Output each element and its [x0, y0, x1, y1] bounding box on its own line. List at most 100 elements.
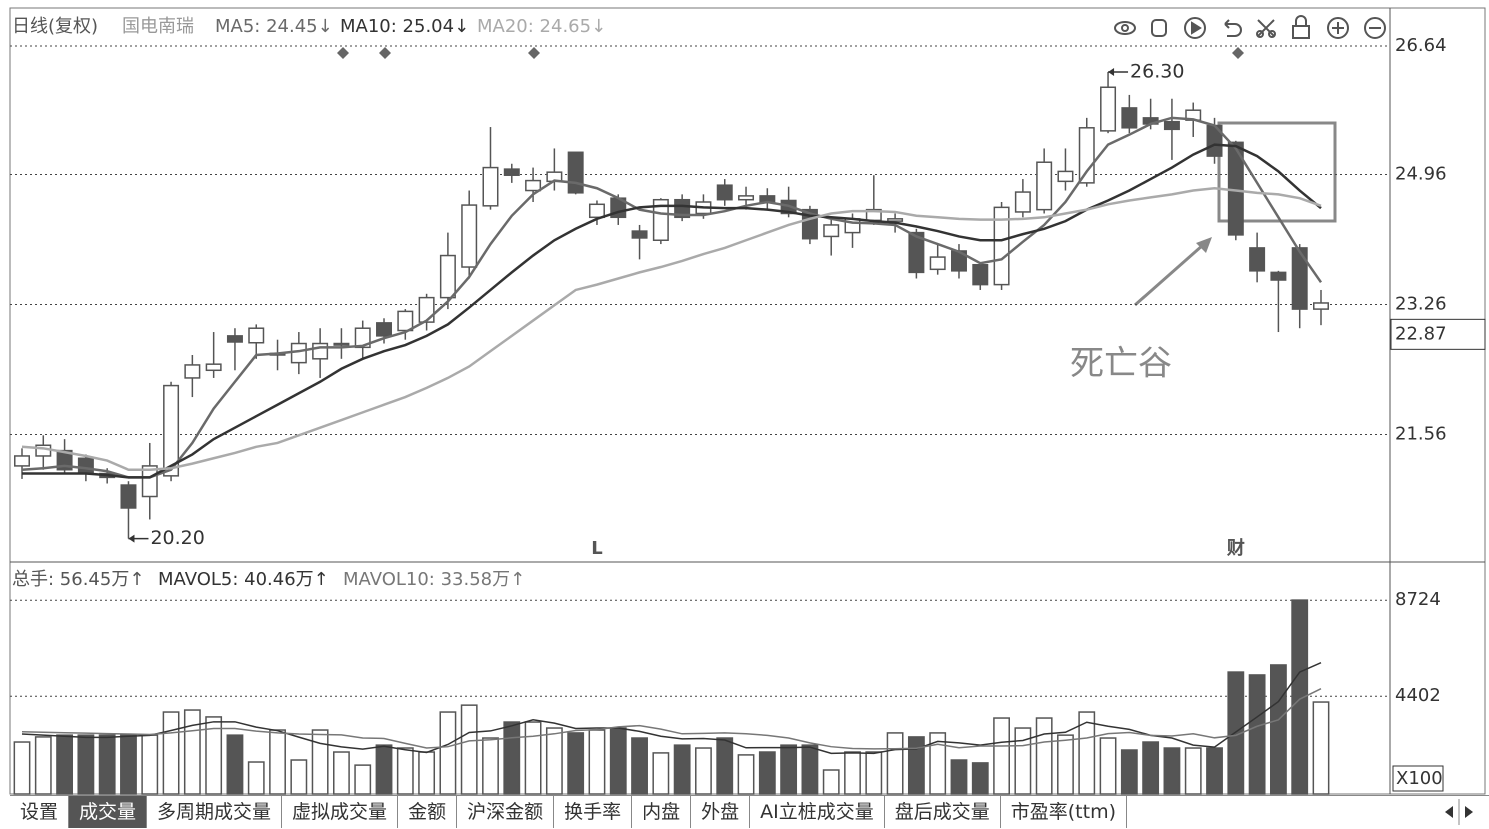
volume-bar	[801, 744, 819, 795]
tab[interactable]: 金额	[398, 796, 458, 828]
candle-body	[674, 198, 691, 219]
candle-body	[141, 465, 158, 498]
volume-bar	[34, 736, 52, 795]
tab[interactable]: AI立桩成交量	[750, 796, 885, 828]
volume-bar	[950, 759, 968, 795]
legend-entry: MA20: 24.65↓	[477, 16, 606, 37]
volume-bar	[588, 729, 606, 795]
event-markers	[337, 47, 1244, 59]
annotation: 死亡谷	[1070, 344, 1172, 384]
volume-bar	[907, 736, 925, 795]
volume-bar	[993, 717, 1010, 795]
legend-entry: MA10: 25.04↓	[340, 16, 469, 37]
volume-bar	[141, 734, 159, 795]
candle-body	[972, 263, 989, 286]
tab[interactable]: 外盘	[691, 796, 751, 828]
y-tick-label: 26.64	[1395, 35, 1447, 56]
tab[interactable]: 虚拟成交量	[282, 796, 399, 828]
candle-body	[1313, 302, 1329, 310]
volume-bar	[354, 764, 372, 795]
volume-bar	[844, 751, 861, 795]
scroll-buttons[interactable]	[1429, 795, 1489, 829]
tab[interactable]: 多周期成交量	[147, 796, 283, 828]
volume-bar	[780, 744, 798, 795]
legend-entry: MAVOL10: 33.58万↑	[343, 569, 525, 590]
y-tick-label: 21.56	[1395, 424, 1447, 445]
candle-body	[205, 363, 222, 372]
volume-bar	[290, 759, 308, 795]
volume-bar	[333, 751, 350, 795]
volume-bar	[631, 737, 648, 795]
volume-bar	[120, 734, 137, 795]
tab[interactable]: 设置	[10, 796, 70, 828]
candle-body	[226, 335, 243, 343]
tab[interactable]: 市盈率(ttm)	[1001, 796, 1127, 828]
tab[interactable]: 换手率	[554, 796, 633, 828]
candle-body	[908, 231, 925, 274]
chart-title: 日线(复权)	[12, 16, 98, 37]
candle-body	[184, 364, 201, 379]
volume-bar	[247, 761, 265, 795]
candle-body	[14, 455, 30, 467]
volume-bar	[1163, 747, 1181, 795]
volume-bar	[1120, 749, 1138, 795]
candle-body	[1100, 86, 1117, 132]
volume-bar	[375, 744, 393, 795]
unit-box	[1392, 765, 1444, 792]
candle-body	[887, 218, 904, 222]
candle-body	[1270, 271, 1287, 281]
volume-bar	[226, 734, 244, 795]
volume-bar	[716, 737, 734, 795]
volume-bar	[183, 709, 201, 795]
highlight-box	[1217, 121, 1337, 223]
legend-entry: MAVOL5: 40.46万↑	[158, 569, 329, 590]
candle-body	[1036, 161, 1053, 211]
volume-bar	[822, 769, 840, 795]
volume-bar	[482, 737, 499, 795]
candle-body	[823, 224, 840, 238]
tab[interactable]: 沪深金额	[457, 796, 555, 828]
volume-bar	[1291, 599, 1309, 795]
toolbar[interactable]	[1114, 15, 1386, 39]
candle-body	[1014, 191, 1031, 213]
volume-bar	[1014, 727, 1032, 795]
x-marker-label: L	[591, 538, 602, 559]
candle-body	[77, 457, 94, 475]
candle-body	[120, 484, 137, 509]
volume-bar	[56, 734, 74, 795]
candle-body	[716, 184, 733, 201]
volume-bar	[396, 747, 414, 795]
candle-body	[290, 342, 307, 364]
ma-line	[21, 688, 1322, 750]
candle-body	[503, 168, 520, 176]
candle-body	[376, 322, 393, 337]
volume-bar	[460, 704, 478, 795]
tab[interactable]: 内盘	[632, 796, 692, 828]
arrow-head	[1196, 237, 1212, 253]
y-tick-label: 23.26	[1395, 294, 1447, 315]
volume-bar	[545, 727, 563, 795]
volume-bar	[98, 734, 116, 795]
volume-bar	[1078, 711, 1096, 795]
candle-body	[333, 342, 350, 346]
candle-body	[461, 204, 478, 268]
tab[interactable]: 成交量	[69, 796, 148, 828]
ma-line	[22, 143, 1322, 479]
volume-title: 总手: 56.45万↑	[12, 569, 144, 590]
volume-bar	[1035, 717, 1053, 795]
volume-bar	[758, 751, 776, 795]
volume-bar	[609, 727, 627, 795]
volume-bar	[1184, 747, 1202, 795]
volume-bar	[673, 744, 691, 795]
annotation-arrow	[1108, 67, 1115, 76]
candle-body	[1078, 127, 1095, 184]
legend-entry: MA5: 24.45↓	[215, 16, 333, 37]
volume-bar	[1099, 737, 1117, 795]
last-price-box	[1390, 318, 1486, 350]
tab-bar: 设置 成交量 多周期成交量 虚拟成交量 金额 沪深金额 换手率 内盘 外盘 AI立桩成交量 盘后成交…	[10, 795, 1489, 829]
tab[interactable]: 盘后成交量	[885, 796, 1001, 828]
candle-body	[354, 327, 371, 349]
volume-bar	[205, 716, 223, 795]
y-tick-label: 24.96	[1395, 163, 1447, 184]
